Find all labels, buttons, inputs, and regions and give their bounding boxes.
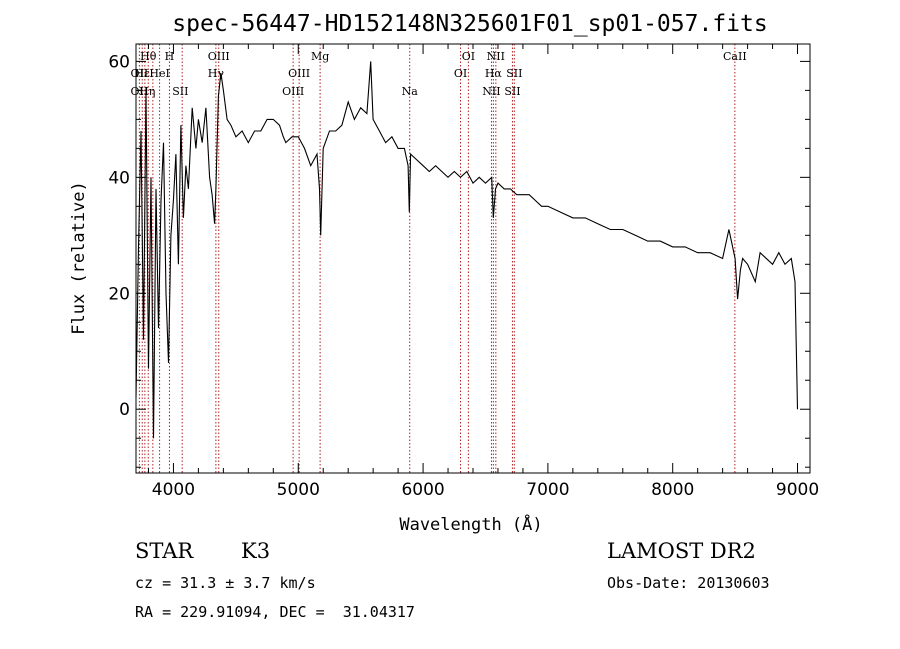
y-tick-label: 20 <box>108 284 130 304</box>
line-label-18: SII <box>506 67 522 80</box>
x-tick-label: 9000 <box>776 480 819 500</box>
line-label-8: OIII <box>208 50 230 63</box>
line-label-11: OIII <box>282 85 304 98</box>
line-label-12: Mg <box>311 50 329 63</box>
object-class: STAR <box>135 539 194 563</box>
x-tick-label: 4000 <box>152 480 195 500</box>
spectrum-series-line <box>135 61 799 439</box>
line-label-17: Hα <box>485 67 503 80</box>
y-tick-label: 60 <box>108 52 130 72</box>
emission-line-markers <box>138 44 736 473</box>
x-tick-label: 6000 <box>401 480 444 500</box>
y-tick-label: 0 <box>119 400 130 420</box>
y-axis-ticks: 0 20 40 60 <box>108 52 810 468</box>
x-tick-label: 8000 <box>651 480 694 500</box>
line-label-3: OII <box>131 85 149 98</box>
y-axis-label: Flux (relative) <box>69 181 89 335</box>
x-tick-label: 5000 <box>277 480 320 500</box>
line-label-4: Hη <box>139 85 155 98</box>
x-axis-label: Wavelength (Å) <box>399 513 542 535</box>
y-tick-label: 40 <box>108 168 130 188</box>
line-label-1: OII <box>131 67 149 80</box>
line-label-5: H <box>165 50 175 63</box>
line-label-16: NII <box>487 50 505 63</box>
chart-title: spec-56447-HD152148N325601F01_sp01-057.f… <box>172 11 767 37</box>
line-label-2: Hε <box>135 67 151 80</box>
line-label-7: SII <box>172 85 188 98</box>
line-label-0: Hθ <box>140 50 157 63</box>
line-label-20: SII <box>504 85 520 98</box>
survey-name: LAMOST DR2 <box>607 539 756 563</box>
x-axis-ticks: 4000 5000 6000 7000 8000 9000 <box>147 44 819 500</box>
line-label-15: OI <box>454 67 467 80</box>
line-label-13: Na <box>402 85 419 98</box>
observation-date: Obs-Date: 20130603 <box>607 574 770 592</box>
line-label-6: HeI <box>149 67 169 80</box>
x-tick-label: 7000 <box>526 480 569 500</box>
line-label-10: OIII <box>288 67 310 80</box>
redshift-velocity: cz = 31.3 ± 3.7 km/s <box>135 574 316 592</box>
line-label-19: NII <box>482 85 500 98</box>
spectral-subclass: K3 <box>241 539 271 563</box>
coordinates: RA = 229.91094, DEC = 31.04317 <box>135 603 415 621</box>
line-label-14: OI <box>462 50 475 63</box>
line-label-21: CaII <box>723 50 747 63</box>
plot-frame <box>135 43 811 474</box>
